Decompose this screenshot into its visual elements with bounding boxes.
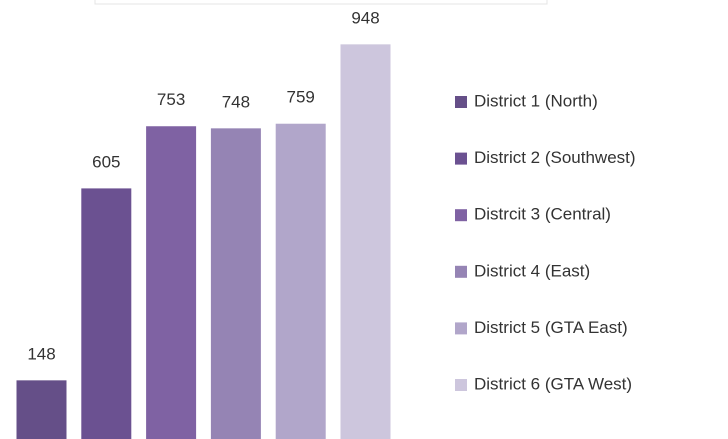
legend-label: District 4 (East) [474, 261, 590, 280]
legend-swatch [455, 209, 467, 222]
data-label: 148 [27, 344, 55, 363]
bar [145, 125, 198, 439]
data-label: 759 [287, 88, 315, 107]
bar [209, 127, 262, 439]
legend-swatch [455, 96, 467, 108]
legend-label: Distrcit 3 (Central) [474, 205, 611, 224]
legend-label: District 1 (North) [474, 91, 598, 110]
frame-edge [94, 0, 548, 5]
data-label: 948 [351, 8, 379, 27]
legend-label: District 6 (GTA West) [474, 374, 632, 393]
data-label: 748 [222, 92, 250, 111]
legend-swatch [455, 379, 467, 391]
data-label: 605 [92, 152, 120, 171]
legend-label: District 5 (GTA East) [474, 318, 628, 337]
legend-swatch [455, 152, 467, 165]
legend-label: District 2 (Southwest) [474, 148, 636, 167]
legend-swatch [455, 265, 467, 278]
bar [15, 379, 68, 439]
bar [80, 187, 133, 439]
bar [339, 43, 392, 439]
bar [274, 122, 327, 439]
legend-swatch [455, 322, 467, 335]
data-label: 753 [157, 90, 185, 109]
